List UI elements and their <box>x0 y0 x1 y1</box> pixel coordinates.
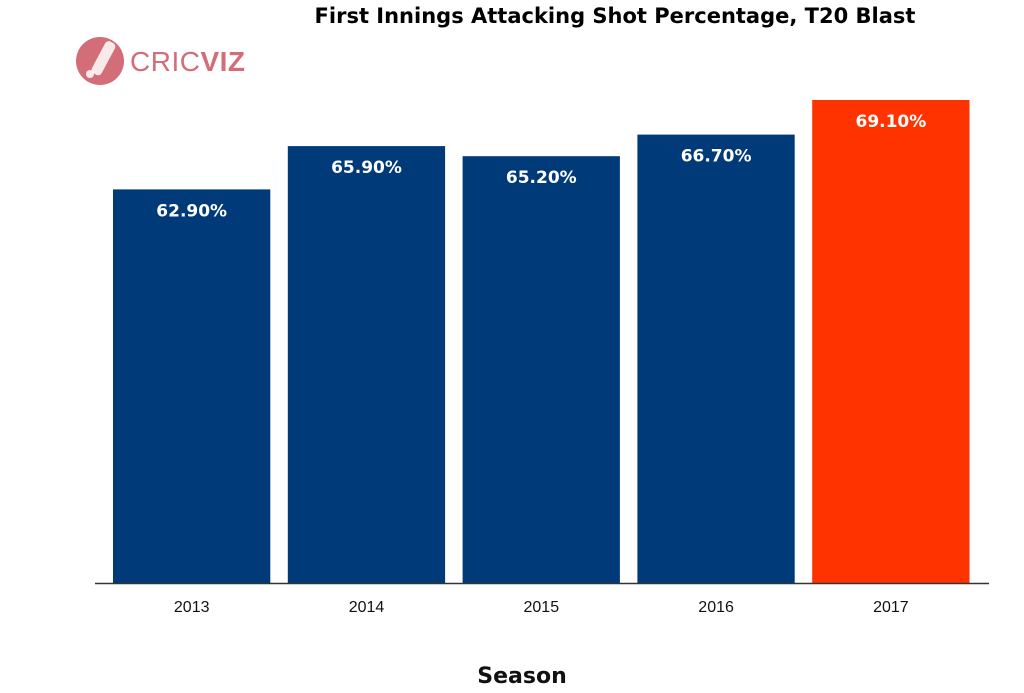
x-tick-label-2015: 2015 <box>524 599 560 616</box>
bar-2017 <box>812 100 970 583</box>
data-labels-group: 62.90% 65.90% 65.20% 66.70% 69.10% <box>156 112 926 221</box>
x-tick-label-2017: 2017 <box>873 599 909 616</box>
cricviz-logo: CRICVIZ <box>74 34 245 90</box>
data-label-2016: 66.70% <box>681 147 752 167</box>
bar-2014 <box>287 146 446 583</box>
bars-group <box>113 100 970 583</box>
data-label-2017: 69.10% <box>855 112 926 132</box>
bar-2013 <box>113 189 271 583</box>
bar-2015 <box>462 156 620 583</box>
bar-2016 <box>637 134 795 583</box>
x-tick-label-2014: 2014 <box>349 599 385 616</box>
x-axis-label: Season <box>477 664 567 689</box>
data-label-2014: 65.90% <box>331 158 402 178</box>
x-tick-labels-group: 2013 2014 2015 2016 2017 <box>174 599 909 616</box>
chart-title: First Innings Attacking Shot Percentage,… <box>314 4 916 28</box>
data-label-2015: 65.20% <box>506 168 577 188</box>
brand-name-part2: VIZ <box>200 46 246 77</box>
brand-name: CRICVIZ <box>130 46 246 78</box>
x-tick-label-2016: 2016 <box>698 599 734 616</box>
cricket-bat-ball-icon <box>76 37 124 85</box>
data-label-2013: 62.90% <box>156 201 227 221</box>
brand-name-part1: CRIC <box>130 46 201 77</box>
x-tick-label-2013: 2013 <box>174 599 210 616</box>
